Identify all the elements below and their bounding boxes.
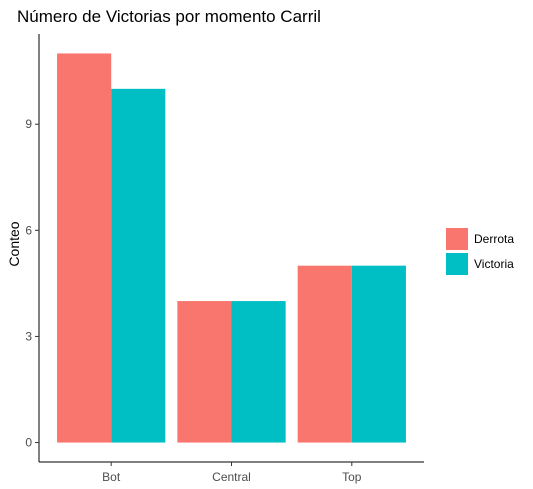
legend-label-victoria: Victoria — [474, 257, 514, 271]
chart-title: Número de Victorias por momento Carril — [17, 7, 321, 26]
y-tick-label: 3 — [25, 329, 32, 343]
bar-victoria-top — [351, 265, 406, 443]
legend-key-derrota — [446, 228, 468, 250]
x-tick-label: Top — [342, 470, 362, 484]
y-axis-title: Conteo — [6, 221, 22, 266]
bar-derrota-bot — [57, 53, 112, 443]
x-tick-label: Bot — [102, 470, 121, 484]
y-ticks: 0 3 6 9 — [25, 117, 39, 450]
legend-key-victoria — [446, 253, 468, 275]
bar-derrota-top — [297, 265, 352, 443]
legend: Derrota Victoria — [446, 228, 514, 275]
bar-victoria-central — [231, 301, 286, 443]
x-tick-label: Central — [212, 470, 251, 484]
bar-victoria-bot — [111, 88, 166, 443]
y-tick-label: 9 — [25, 117, 32, 131]
plot-area — [57, 53, 406, 443]
legend-label-derrota: Derrota — [474, 232, 514, 246]
y-tick-label: 0 — [25, 436, 32, 450]
x-ticks: Bot Central Top — [102, 462, 362, 484]
y-tick-label: 6 — [25, 223, 32, 237]
bar-derrota-central — [177, 301, 232, 443]
